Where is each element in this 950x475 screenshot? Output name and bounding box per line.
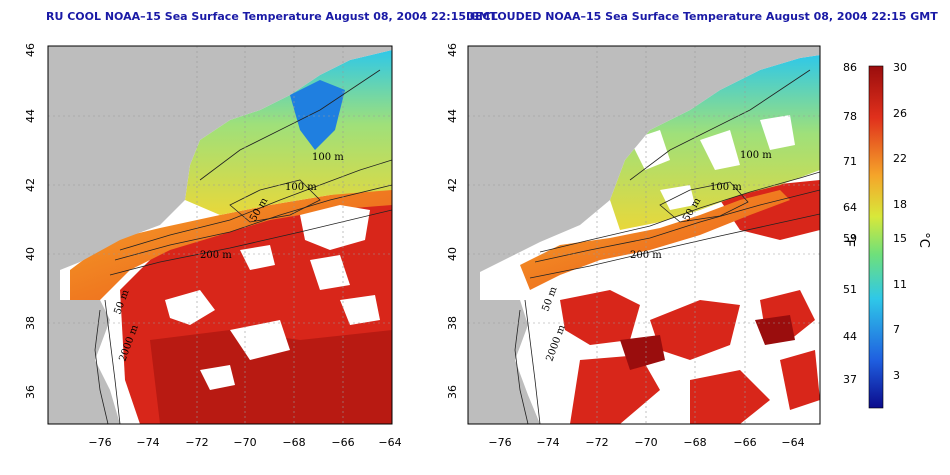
fahrenheit-tick-label: 44: [843, 330, 857, 343]
warm-ocean-patches: [560, 180, 820, 424]
y-tick-label: 38: [446, 316, 459, 330]
fahrenheit-tick-label: 78: [843, 110, 857, 123]
cloud-mask: [630, 115, 795, 210]
y-tick-label: 46: [24, 43, 37, 57]
y-tick-label: 40: [446, 247, 459, 261]
right-map-frame: [467, 45, 821, 425]
darker-warm-patches: [620, 315, 795, 370]
colorbar-gradient: [868, 65, 884, 409]
celsius-tick-label: 7: [893, 323, 900, 336]
right-map-title: DECLOUDED NOAA–15 Sea Surface Temperatur…: [466, 10, 938, 23]
x-tick-label: −66: [733, 436, 756, 449]
land-mass: [468, 46, 820, 424]
left-map-frame: [47, 45, 393, 425]
x-tick-label: −64: [378, 436, 401, 449]
contour-label-200m: 200 m: [200, 250, 232, 261]
celsius-unit-label: °C: [916, 232, 931, 248]
y-tick-label: 46: [446, 43, 459, 57]
left-map-title: RU COOL NOAA–15 Sea Surface Temperature …: [46, 10, 498, 23]
left-map: 100 m 100 m 50 m 200 m 50 m 2000 m: [48, 46, 392, 424]
y-tick-label: 42: [24, 178, 37, 192]
fahrenheit-unit-label: °F: [841, 233, 856, 247]
y-tick-label: 44: [24, 109, 37, 123]
grid-lines: [48, 46, 392, 424]
cloud-mask: [165, 205, 380, 390]
x-tick-label: −64: [781, 436, 804, 449]
fahrenheit-tick-label: 64: [843, 201, 857, 214]
bathymetry-contours: [514, 69, 820, 424]
left-y-axis: 36 38 40 42 44 46: [24, 43, 37, 399]
right-y-axis: 36 38 40 42 44 46: [446, 43, 459, 399]
celsius-tick-label: 18: [893, 198, 907, 211]
darker-warm-region: [150, 330, 392, 424]
celsius-tick-label: 22: [893, 152, 907, 165]
x-tick-label: −74: [136, 436, 159, 449]
fahrenheit-tick-label: 37: [843, 373, 857, 386]
bathymetry-contours: [94, 69, 392, 424]
fahrenheit-tick-label: 71: [843, 155, 857, 168]
x-tick-label: −66: [331, 436, 354, 449]
x-tick-label: −72: [585, 436, 608, 449]
x-tick-label: −70: [634, 436, 657, 449]
celsius-tick-label: 30: [893, 61, 907, 74]
y-tick-label: 44: [446, 109, 459, 123]
celsius-tick-label: 26: [893, 107, 907, 120]
celsius-tick-label: 11: [893, 278, 907, 291]
y-tick-label: 36: [24, 385, 37, 399]
right-x-axis: −76 −74 −72 −70 −68 −66 −64: [488, 436, 804, 449]
celsius-tick-label: 3: [893, 369, 900, 382]
x-tick-label: −76: [488, 436, 511, 449]
slope-water-band: [70, 185, 392, 300]
cold-upwelling-patch: [290, 80, 345, 150]
temperature-colorbar: 86 78 71 64 59 51 44 37 30 26 22 18 15 1…: [841, 61, 931, 409]
left-x-axis: −76 −74 −72 −70 −68 −66 −64: [88, 436, 401, 449]
fahrenheit-tick-label: 59: [843, 232, 857, 245]
fahrenheit-tick-label: 86: [843, 61, 857, 74]
right-map: 100 m 100 m 50 m 200 m 50 m 2000 m: [468, 46, 820, 424]
land-mass: [48, 46, 392, 424]
contour-label-100m-gulf: 100 m: [710, 182, 742, 193]
x-tick-label: −68: [683, 436, 706, 449]
x-tick-label: −72: [185, 436, 208, 449]
x-tick-label: −70: [233, 436, 256, 449]
fahrenheit-tick-label: 51: [843, 283, 857, 296]
contour-label-100m-north: 100 m: [312, 152, 344, 163]
contour-label-100m-north: 100 m: [740, 150, 772, 161]
x-tick-label: −74: [536, 436, 559, 449]
y-tick-label: 42: [446, 178, 459, 192]
y-tick-label: 40: [24, 247, 37, 261]
celsius-tick-label: 15: [893, 232, 907, 245]
contour-label-100m-gulf: 100 m: [285, 182, 317, 193]
grid-lines: [468, 46, 820, 424]
y-tick-label: 36: [446, 385, 459, 399]
contour-label-200m: 200 m: [630, 250, 662, 261]
x-tick-label: −68: [282, 436, 305, 449]
x-tick-label: −76: [88, 436, 111, 449]
y-tick-label: 38: [24, 316, 37, 330]
